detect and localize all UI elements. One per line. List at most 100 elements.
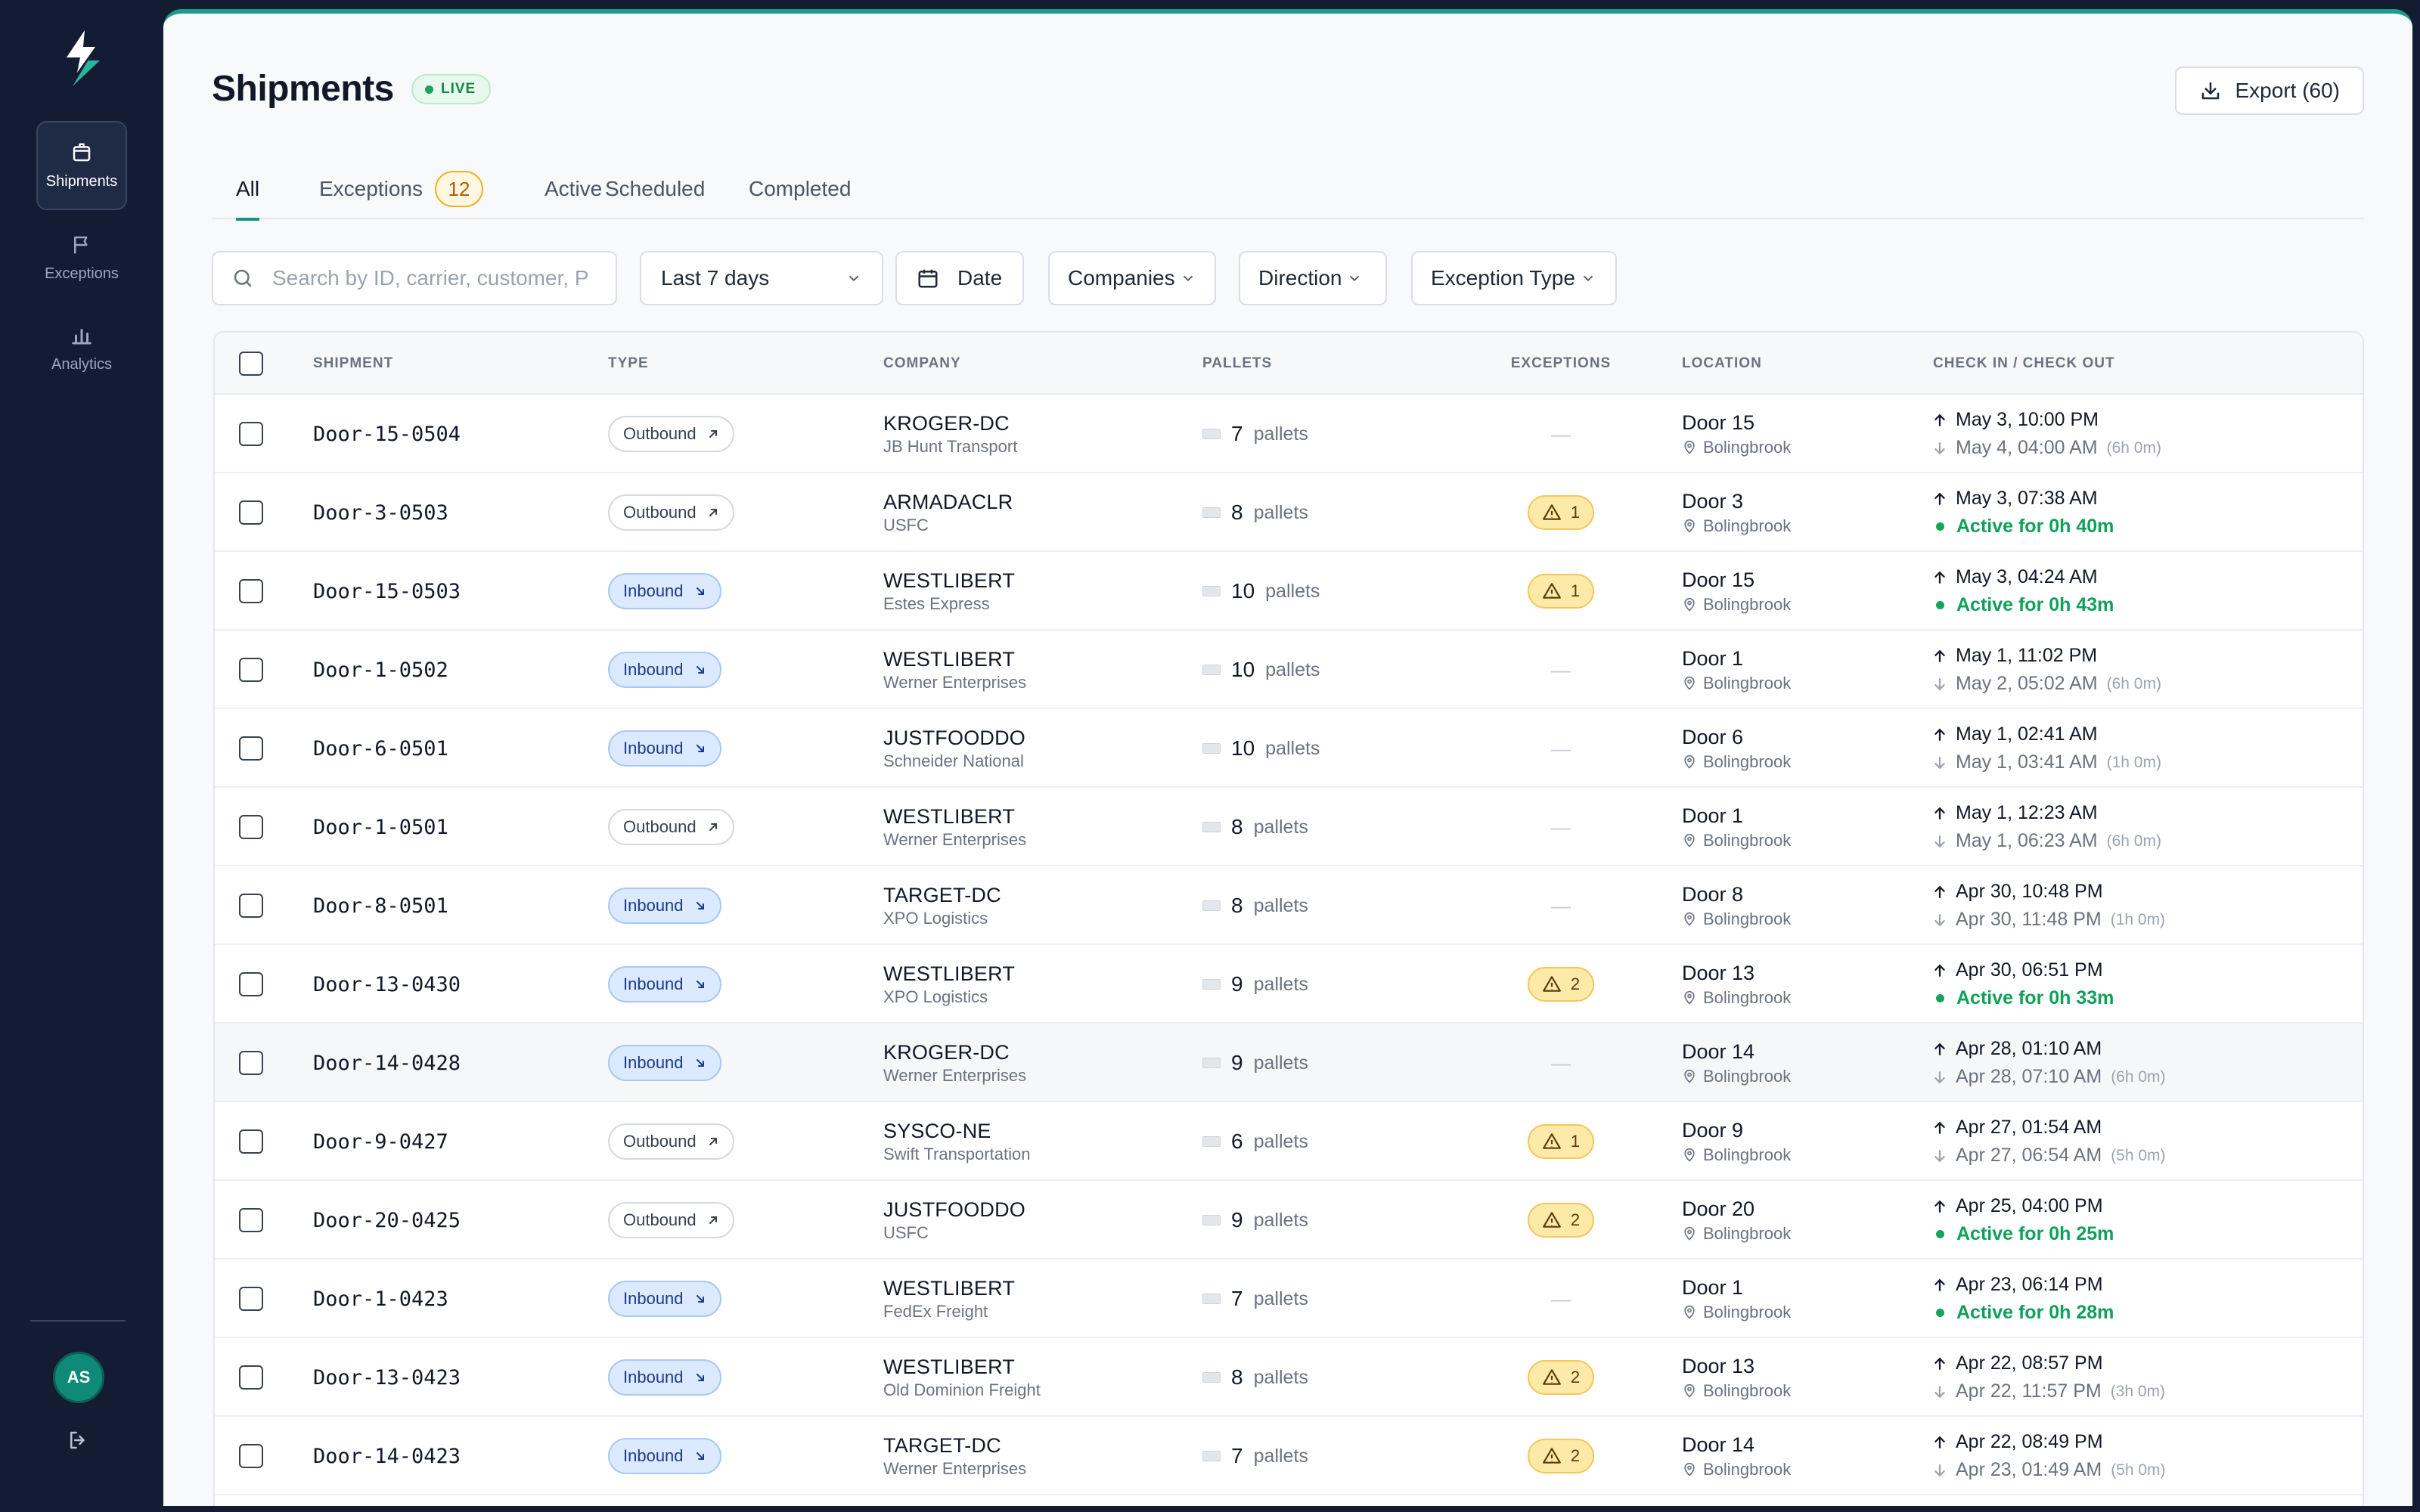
table-row[interactable]: Door-14-0428 Inbound KROGER-DC Werner En… — [215, 1024, 2363, 1102]
shipment-id[interactable]: Door-15-0503 — [313, 579, 461, 603]
exception-count-badge[interactable]: 2 — [1528, 1360, 1594, 1395]
exceptions-count-badge: 12 — [434, 171, 483, 207]
table-row[interactable]: Door-9-0427 Outbound SYSCO-NE Swift Tran… — [215, 1102, 2363, 1181]
company-cell: TARGET-DC XPO Logistics — [883, 866, 1001, 945]
arrow-up-icon — [1934, 1357, 1945, 1370]
shipment-id[interactable]: Door-14-0423 — [313, 1444, 461, 1468]
shipment-id[interactable]: Door-14-0428 — [313, 1051, 461, 1075]
shipment-id[interactable]: Door-15-0504 — [313, 422, 461, 446]
sidebar-item-analytics[interactable]: Analytics — [36, 304, 127, 393]
sidebar-item-exceptions[interactable]: Exceptions — [36, 213, 127, 302]
exception-count-badge[interactable]: 1 — [1528, 574, 1594, 609]
column-header-shipment[interactable]: SHIPMENT — [313, 355, 394, 371]
row-checkbox[interactable] — [239, 579, 263, 603]
export-button[interactable]: Export (60) — [2174, 67, 2364, 115]
row-checkbox[interactable] — [239, 1051, 263, 1075]
table-header: SHIPMENT TYPE COMPANY PALLETS EXCEPTIONS… — [215, 333, 2363, 395]
table-row[interactable]: Door-15-0503 Inbound WESTLIBERT Estes Ex… — [215, 552, 2363, 631]
tab-completed[interactable]: Completed — [749, 159, 851, 219]
active-duration: Active for 0h 43m — [1933, 594, 2114, 616]
check-in-text: Apr 23, 06:14 PM — [1956, 1274, 2103, 1295]
table-row[interactable]: Door-3-0503 Outbound ARMADACLR USFC 8 pa… — [215, 473, 2363, 552]
arrow-up-right-icon — [709, 1216, 717, 1224]
date-range-select[interactable]: Last 7 days — [640, 251, 883, 305]
table-row[interactable]: Door-13-0423 Inbound WESTLIBERT Old Domi… — [215, 1338, 2363, 1417]
shipment-id[interactable]: Door-1-0423 — [313, 1287, 448, 1311]
row-checkbox[interactable] — [239, 658, 263, 682]
shipment-id[interactable]: Door-8-0501 — [313, 894, 448, 918]
city-label: Bolingbrook — [1682, 1145, 1791, 1165]
row-checkbox[interactable] — [239, 500, 263, 525]
table-row[interactable]: Door-1-0501 Outbound WESTLIBERT Werner E… — [215, 788, 2363, 866]
check-in-time: Apr 25, 04:00 PM — [1933, 1195, 2103, 1217]
date-picker-button[interactable]: Date — [895, 251, 1024, 305]
chevron-down-icon — [849, 275, 859, 282]
avatar[interactable]: AS — [53, 1352, 104, 1403]
exception-count-badge[interactable]: 1 — [1528, 1124, 1594, 1159]
column-header-exceptions[interactable]: EXCEPTIONS — [1510, 355, 1612, 371]
shipment-id[interactable]: Door-13-0423 — [313, 1365, 461, 1390]
exception-count-badge[interactable]: 2 — [1528, 1439, 1594, 1473]
table-row[interactable]: Door-13-0430 Inbound WESTLIBERT XPO Logi… — [215, 945, 2363, 1024]
row-checkbox[interactable] — [239, 1444, 263, 1468]
tab-all[interactable]: All — [236, 159, 260, 221]
column-header-company[interactable]: COMPANY — [883, 355, 961, 371]
tab-exceptions[interactable]: Exceptions 12 — [319, 159, 483, 219]
shipment-id[interactable]: Door-6-0501 — [313, 736, 448, 761]
row-checkbox[interactable] — [239, 972, 263, 996]
row-checkbox[interactable] — [239, 815, 263, 839]
sidebar-item-shipments[interactable]: Shipments — [36, 121, 127, 210]
row-checkbox[interactable] — [239, 736, 263, 761]
exception-count-badge[interactable]: 2 — [1528, 967, 1594, 1002]
location-cell: Door 1 Bolingbrook — [1682, 788, 1791, 866]
calendar-icon — [918, 269, 938, 288]
shipment-id[interactable]: Door-3-0503 — [313, 500, 448, 525]
table-row[interactable]: Door-1-0502 Inbound WESTLIBERT Werner En… — [215, 631, 2363, 709]
search-input[interactable] — [272, 266, 590, 290]
shipment-id[interactable]: Door-1-0502 — [313, 658, 448, 682]
table-row[interactable]: Door-15-0504 Outbound KROGER-DC JB Hunt … — [215, 395, 2363, 473]
column-header-pallets[interactable]: PALLETS — [1202, 355, 1273, 371]
table-row[interactable]: Door-8-0501 Inbound TARGET-DC XPO Logist… — [215, 866, 2363, 945]
pallet-count: 8 — [1231, 815, 1243, 838]
table-row[interactable]: Door-6-0501 Inbound JUSTFOODDO Schneider… — [215, 709, 2363, 788]
tab-scheduled[interactable]: Scheduled — [605, 159, 705, 219]
shipment-id[interactable]: Door-20-0425 — [313, 1208, 461, 1232]
active-dot-icon — [1936, 994, 1944, 1002]
select-all-checkbox[interactable] — [239, 352, 263, 376]
check-in-out-cell: May 1, 02:41 AM May 1, 03:41 AM (1h 0m) — [1933, 709, 2161, 788]
direction-filter[interactable]: Direction — [1239, 251, 1387, 305]
row-checkbox[interactable] — [239, 1287, 263, 1311]
table-row[interactable]: Door-1-0423 Inbound WESTLIBERT FedEx Fre… — [215, 1259, 2363, 1338]
pallet-count: 8 — [1231, 1365, 1243, 1389]
pallet-icon — [1202, 1372, 1221, 1383]
door-label: Door 13 — [1682, 1354, 1755, 1377]
table-row[interactable]: Door-14-0423 Inbound TARGET-DC Werner En… — [215, 1417, 2363, 1495]
map-pin-icon — [1684, 440, 1695, 454]
map-pin-icon — [1684, 597, 1695, 612]
column-header-check-in-out[interactable]: CHECK IN / CHECK OUT — [1933, 355, 2115, 371]
exception-type-filter[interactable]: Exception Type — [1411, 251, 1617, 305]
exception-count-badge[interactable]: 2 — [1528, 1203, 1594, 1238]
tab-active[interactable]: Active — [544, 159, 602, 219]
row-checkbox[interactable] — [239, 894, 263, 918]
row-checkbox[interactable] — [239, 1129, 263, 1154]
shipment-id[interactable]: Door-1-0501 — [313, 815, 448, 839]
exception-count-badge[interactable]: 1 — [1528, 495, 1594, 530]
pallet-count: 7 — [1231, 422, 1243, 445]
logout-icon[interactable] — [67, 1429, 89, 1452]
shipment-id[interactable]: Door-9-0427 — [313, 1129, 448, 1154]
pallet-unit: pallets — [1253, 1287, 1308, 1309]
row-checkbox[interactable] — [239, 1208, 263, 1232]
companies-filter[interactable]: Companies — [1048, 251, 1216, 305]
table-row[interactable]: Door-20-0425 Outbound JUSTFOODDO USFC 9 … — [215, 1181, 2363, 1259]
shipment-id[interactable]: Door-13-0430 — [313, 972, 461, 996]
lightning-logo-icon[interactable] — [62, 30, 106, 86]
live-dot-icon — [425, 85, 433, 94]
row-checkbox[interactable] — [239, 1365, 263, 1390]
column-header-type[interactable]: TYPE — [608, 355, 649, 371]
row-checkbox[interactable] — [239, 422, 263, 446]
direction-label: Outbound — [623, 1210, 697, 1229]
column-header-location[interactable]: LOCATION — [1682, 355, 1762, 371]
exceptions-cell: — — [1485, 1259, 1637, 1338]
